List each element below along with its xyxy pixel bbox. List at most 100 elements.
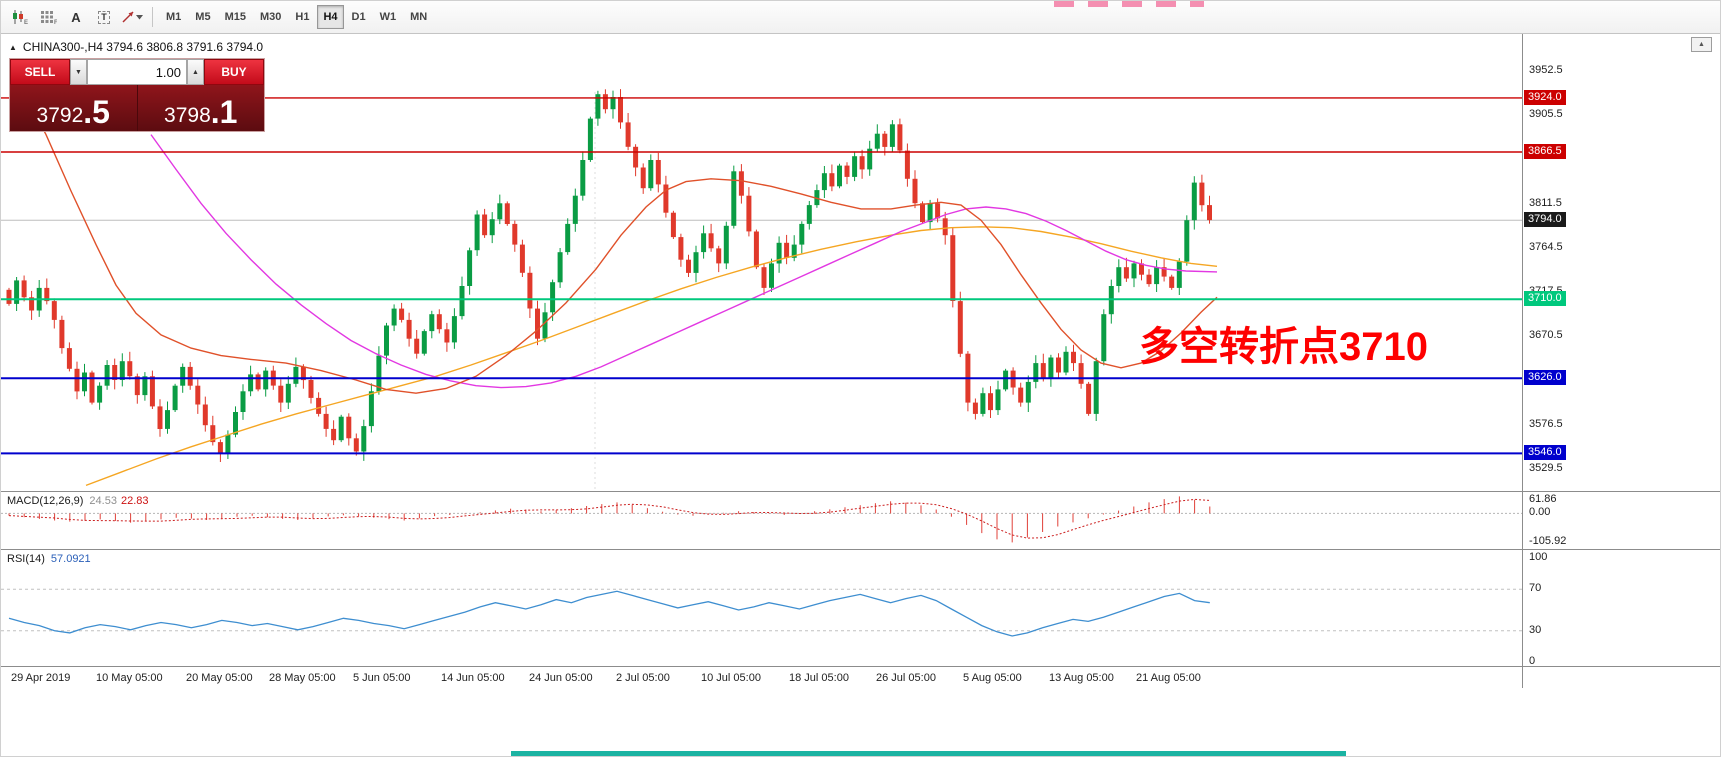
level-price-badge: 3626.0 <box>1524 370 1566 386</box>
scroll-up-button[interactable]: ▲ <box>1691 37 1712 52</box>
bid-price[interactable]: 3792 .5 <box>10 85 137 131</box>
time-tick: 28 May 05:00 <box>269 672 336 684</box>
indicators-button[interactable]: E <box>7 5 33 29</box>
macd-title: MACD(12,26,9) <box>7 495 84 507</box>
timeframe-h4[interactable]: H4 <box>317 5 344 29</box>
macd-tick: -105.92 <box>1529 535 1567 548</box>
time-tick: 5 Aug 05:00 <box>963 672 1022 684</box>
text-label-button[interactable]: A <box>63 5 89 29</box>
macd-label: MACD(12,26,9) 24.53 22.83 <box>7 495 148 507</box>
svg-text:E: E <box>24 20 28 25</box>
ask-price-fraction: .1 <box>210 93 238 130</box>
timeframe-m30[interactable]: M30 <box>254 5 287 29</box>
timeframe-m5[interactable]: M5 <box>189 5 216 29</box>
level-price-badge: 3866.5 <box>1524 144 1566 159</box>
timeframe-mn[interactable]: MN <box>404 5 433 29</box>
price-tick: 3905.5 <box>1529 108 1563 121</box>
price-tick: 3811.5 <box>1529 196 1562 209</box>
drawing-tools-button[interactable] <box>119 5 145 29</box>
volume-decrease-button[interactable]: ▼ <box>70 59 87 85</box>
rsi-tick: 30 <box>1529 623 1542 636</box>
time-tick: 14 Jun 05:00 <box>441 672 505 684</box>
time-tick: 10 Jul 05:00 <box>701 672 761 684</box>
rsi-tick: 70 <box>1529 582 1542 595</box>
time-tick: 29 Apr 2019 <box>11 672 71 684</box>
level-price-badge: 3546.0 <box>1524 445 1566 461</box>
rsi-tick: 100 <box>1529 551 1548 563</box>
macd-axis[interactable]: 61.86 0.00 -105.92 <box>1522 492 1720 549</box>
macd-chart-canvas[interactable] <box>1 492 1522 549</box>
macd-signal-value: 22.83 <box>120 495 149 507</box>
axis-separator-line <box>1522 34 1523 688</box>
volume-input[interactable] <box>87 59 187 85</box>
sell-button[interactable]: SELL <box>10 59 70 85</box>
rsi-indicator-panel: RSI(14) 57.0921 100 70 30 0 <box>1 549 1720 667</box>
rsi-label: RSI(14) 57.0921 <box>7 553 91 565</box>
ask-price-main: 3798 <box>164 104 211 127</box>
rsi-axis[interactable]: 100 70 30 0 <box>1522 550 1720 667</box>
current-price-badge: 3794.0 <box>1524 212 1566 228</box>
time-axis[interactable]: 29 Apr 2019 10 May 05:00 20 May 05:00 28 Ma… <box>1 666 1720 688</box>
macd-tick: 0.00 <box>1529 506 1551 519</box>
rsi-tick: 0 <box>1529 655 1536 667</box>
macd-main-value: 24.53 <box>89 495 117 507</box>
rsi-title: RSI(14) <box>7 553 45 565</box>
time-tick: 2 Jul 05:00 <box>616 672 670 684</box>
caret-down-icon: ▼ <box>75 68 82 76</box>
time-tick: 5 Jun 05:00 <box>353 672 411 684</box>
chart-annotation-text: 多空转折点3710 <box>1139 325 1428 369</box>
price-tick: 3576.5 <box>1529 417 1563 430</box>
rsi-value: 57.0921 <box>50 553 91 565</box>
timeframe-h1[interactable]: H1 <box>289 5 315 29</box>
price-axis[interactable]: 3952.53905.53811.53764.53717.53670.53576… <box>1522 34 1720 491</box>
svg-text:F: F <box>54 20 57 25</box>
buy-button[interactable]: BUY <box>204 59 264 85</box>
object-tools-group: E F A T <box>7 5 145 29</box>
macd-indicator-panel: MACD(12,26,9) 24.53 22.83 61.86 0.00 -105.92 <box>1 491 1720 549</box>
partial-overlay-artifact <box>1054 1 1204 7</box>
time-tick: 10 May 05:00 <box>96 672 163 684</box>
volume-increase-button[interactable]: ▲ <box>187 59 204 85</box>
time-tick: 24 Jun 05:00 <box>529 672 593 684</box>
grid-button[interactable]: F <box>35 5 61 29</box>
chart-window: ▲ CHINA300-,H4 3794.6 3806.8 3791.6 3794… <box>1 34 1720 491</box>
one-click-collapse-arrow[interactable]: ▲ <box>9 42 17 52</box>
time-tick: 13 Aug 05:00 <box>1049 672 1114 684</box>
price-tick: 3952.5 <box>1529 64 1563 77</box>
price-tick: 3529.5 <box>1529 461 1563 474</box>
time-tick: 18 Jul 05:00 <box>789 672 849 684</box>
one-click-trading-panel: SELL ▼ ▲ BUY 3792 .5 3798 .1 <box>9 58 265 132</box>
timeframe-d1[interactable]: D1 <box>346 5 372 29</box>
level-price-badge: 3710.0 <box>1524 291 1566 307</box>
trade-controls-row: SELL ▼ ▲ BUY <box>10 59 264 85</box>
toolbar-separator <box>152 7 153 27</box>
bottom-teal-bar <box>511 751 1346 756</box>
timeframe-m1[interactable]: M1 <box>160 5 187 29</box>
price-tick: 3670.5 <box>1529 329 1563 342</box>
indicators-icon: E <box>13 10 28 25</box>
bid-price-fraction: .5 <box>83 93 110 130</box>
time-tick: 20 May 05:00 <box>186 672 253 684</box>
caret-up-icon: ▲ <box>192 68 199 76</box>
price-tick: 3764.5 <box>1529 240 1563 253</box>
drawing-tools-icon <box>122 11 143 23</box>
grid-icon: F <box>41 11 57 25</box>
ask-price[interactable]: 3798 .1 <box>137 85 264 131</box>
macd-tick: 61.86 <box>1529 493 1557 505</box>
text-box-button[interactable]: T <box>91 5 117 29</box>
timeframe-m15[interactable]: M15 <box>219 5 252 29</box>
bid-price-main: 3792 <box>36 104 84 127</box>
text-box-icon: T <box>98 10 110 24</box>
trade-prices-row: 3792 .5 3798 .1 <box>10 85 264 131</box>
text-label-icon: A <box>71 9 81 25</box>
chart-toolbar: E F A T <box>1 1 1720 34</box>
chart-header: ▲ CHINA300-,H4 3794.6 3806.8 3791.6 3794… <box>9 40 263 54</box>
time-tick: 26 Jul 05:00 <box>876 672 936 684</box>
rsi-chart-canvas[interactable] <box>1 550 1522 666</box>
timeframe-w1[interactable]: W1 <box>374 5 403 29</box>
chart-title-quote: CHINA300-,H4 3794.6 3806.8 3791.6 3794.0 <box>22 40 264 54</box>
timeframe-toolbar: M1 M5 M15 M30 H1 H4 D1 W1 MN <box>160 5 433 29</box>
time-tick: 21 Aug 05:00 <box>1136 672 1201 684</box>
level-price-badge: 3924.0 <box>1524 89 1566 105</box>
